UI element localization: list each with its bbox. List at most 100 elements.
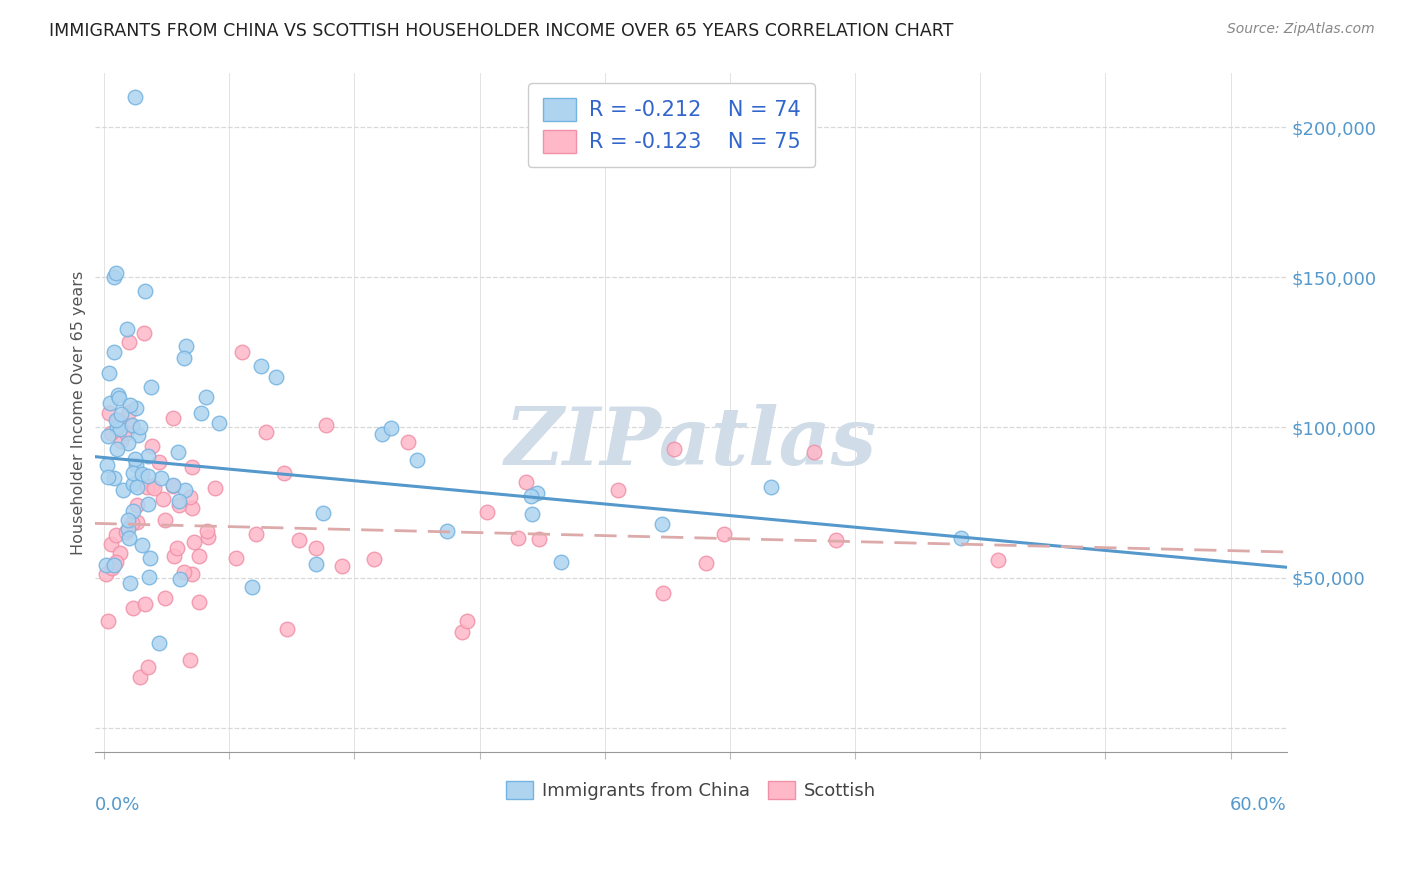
Point	[173, 351, 195, 366]
Point	[121, 516, 143, 531]
Point	[118, 334, 141, 349]
Point	[131, 538, 153, 552]
Point	[134, 284, 156, 298]
Point	[105, 442, 128, 456]
Point	[105, 555, 128, 569]
Text: ZIPatlas: ZIPatlas	[505, 404, 877, 482]
Point	[96, 458, 118, 472]
Point	[100, 561, 122, 575]
Point	[245, 526, 267, 541]
Point	[526, 486, 548, 500]
Point	[231, 345, 253, 359]
Point	[141, 439, 163, 453]
Point	[118, 404, 141, 418]
Point	[143, 481, 166, 495]
Point	[276, 623, 298, 637]
Point	[107, 413, 129, 427]
Point	[190, 406, 212, 420]
Point	[949, 532, 972, 546]
Point	[135, 480, 157, 494]
Point	[162, 479, 184, 493]
Point	[108, 422, 131, 436]
Point	[107, 391, 129, 405]
Point	[98, 406, 121, 420]
Point	[264, 370, 287, 384]
Point	[139, 551, 162, 566]
Point	[197, 530, 219, 544]
Point	[104, 528, 127, 542]
Point	[136, 449, 159, 463]
Point	[153, 513, 176, 527]
Text: Source: ZipAtlas.com: Source: ZipAtlas.com	[1227, 22, 1375, 37]
Point	[406, 453, 429, 467]
Point	[450, 624, 472, 639]
Point	[105, 413, 128, 427]
Point	[121, 466, 143, 480]
Point	[131, 467, 153, 482]
Point	[174, 483, 197, 497]
Point	[117, 435, 139, 450]
Point	[117, 513, 139, 527]
Point	[254, 425, 277, 439]
Point	[100, 426, 122, 441]
Point	[167, 498, 190, 512]
Point	[179, 490, 201, 504]
Point	[225, 551, 247, 566]
Point	[110, 434, 132, 448]
Point	[138, 570, 160, 584]
Point	[180, 567, 202, 582]
Point	[118, 531, 141, 545]
Point	[103, 471, 125, 485]
Point	[475, 504, 498, 518]
Point	[115, 525, 138, 540]
Point	[371, 426, 394, 441]
Point	[153, 591, 176, 605]
Point	[759, 480, 782, 494]
Point	[167, 494, 190, 508]
Point	[97, 429, 120, 443]
Point	[456, 614, 478, 628]
Point	[187, 549, 209, 564]
Point	[169, 572, 191, 586]
Point	[94, 558, 117, 573]
Point	[105, 266, 128, 280]
Point	[173, 565, 195, 579]
Point	[208, 416, 231, 430]
Point	[250, 359, 273, 373]
Point	[150, 471, 173, 485]
Point	[194, 390, 217, 404]
Point	[127, 480, 149, 494]
Point	[987, 553, 1010, 567]
Point	[312, 506, 335, 520]
Point	[141, 380, 163, 394]
Point	[183, 535, 205, 549]
Point	[115, 322, 138, 336]
Point	[112, 483, 135, 497]
Point	[181, 500, 204, 515]
Point	[527, 532, 550, 546]
Point	[396, 435, 419, 450]
Point	[695, 557, 717, 571]
Point	[651, 517, 673, 532]
Point	[652, 585, 675, 599]
Point	[152, 491, 174, 506]
Point	[305, 558, 328, 572]
Point	[121, 419, 143, 434]
Point	[97, 470, 120, 484]
Point	[136, 468, 159, 483]
Point	[94, 566, 117, 581]
Point	[662, 442, 685, 456]
Point	[103, 270, 125, 285]
Point	[138, 660, 160, 674]
Text: 60.0%: 60.0%	[1230, 796, 1286, 814]
Point	[148, 455, 170, 469]
Point	[124, 90, 146, 104]
Point	[380, 420, 402, 434]
Point	[162, 478, 184, 492]
Point	[825, 533, 848, 548]
Point	[98, 396, 121, 410]
Point	[315, 418, 337, 433]
Point	[121, 601, 143, 615]
Text: 0.0%: 0.0%	[94, 796, 141, 814]
Point	[141, 479, 163, 493]
